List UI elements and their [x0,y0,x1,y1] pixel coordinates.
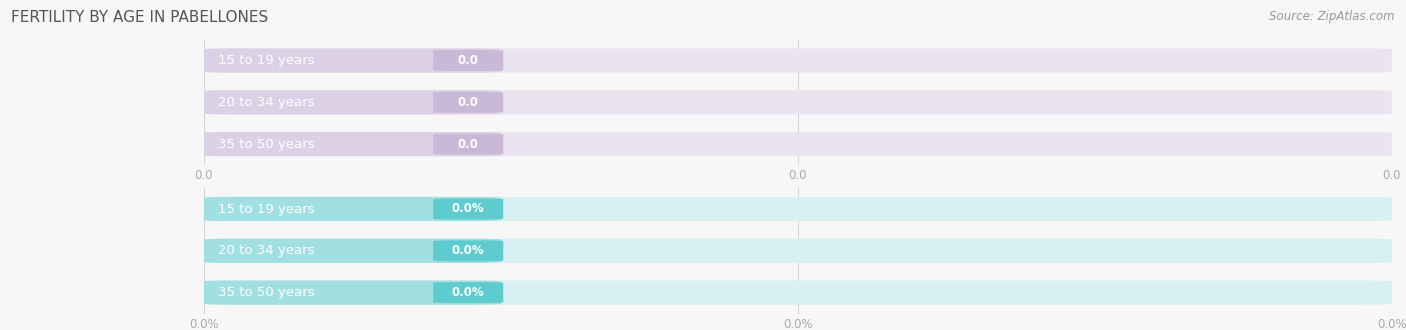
Text: 0.0: 0.0 [458,138,478,150]
Text: 0.0%: 0.0% [451,286,485,299]
Text: Source: ZipAtlas.com: Source: ZipAtlas.com [1270,10,1395,23]
FancyBboxPatch shape [204,90,1392,115]
Text: 20 to 34 years: 20 to 34 years [218,244,315,257]
FancyBboxPatch shape [433,282,503,303]
FancyBboxPatch shape [204,197,501,221]
Text: 35 to 50 years: 35 to 50 years [218,138,315,150]
FancyBboxPatch shape [204,239,501,263]
Text: 0.0: 0.0 [458,54,478,67]
Text: 20 to 34 years: 20 to 34 years [218,96,315,109]
FancyBboxPatch shape [204,132,1392,156]
FancyBboxPatch shape [433,199,503,219]
FancyBboxPatch shape [433,240,503,261]
Text: 0.0: 0.0 [458,96,478,109]
Text: 15 to 19 years: 15 to 19 years [218,54,315,67]
Text: 35 to 50 years: 35 to 50 years [218,286,315,299]
Text: FERTILITY BY AGE IN PABELLONES: FERTILITY BY AGE IN PABELLONES [11,10,269,25]
FancyBboxPatch shape [204,90,501,115]
FancyBboxPatch shape [433,92,503,113]
Text: 0.0%: 0.0% [451,203,485,215]
Text: 0.0%: 0.0% [451,244,485,257]
FancyBboxPatch shape [204,132,501,156]
FancyBboxPatch shape [204,280,1392,305]
FancyBboxPatch shape [204,239,1392,263]
FancyBboxPatch shape [433,50,503,71]
FancyBboxPatch shape [433,134,503,154]
FancyBboxPatch shape [204,49,1392,73]
Text: 15 to 19 years: 15 to 19 years [218,203,315,215]
FancyBboxPatch shape [204,49,501,73]
FancyBboxPatch shape [204,280,501,305]
FancyBboxPatch shape [204,197,1392,221]
